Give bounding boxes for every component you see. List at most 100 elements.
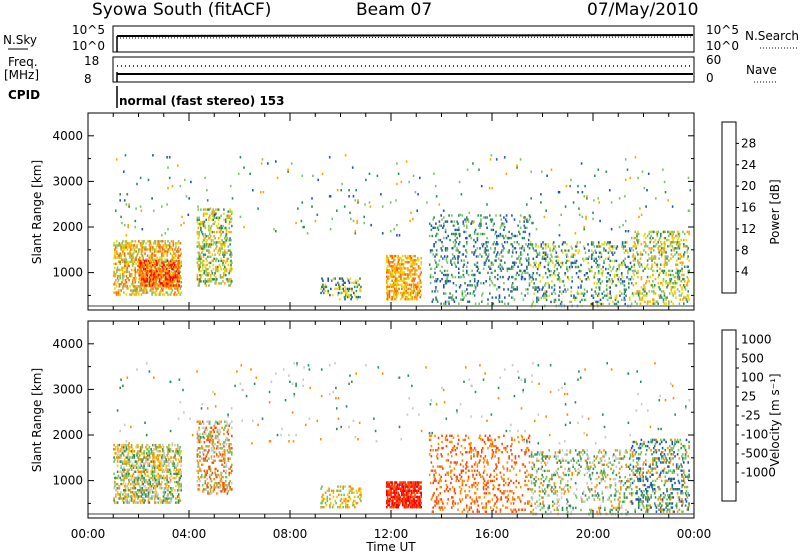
scatter-cell — [143, 452, 145, 455]
scatter-cell — [393, 289, 396, 293]
scatter-cell — [120, 491, 122, 494]
scatter-cell — [161, 246, 163, 249]
scatter-cell — [115, 452, 117, 455]
scatter-cell — [146, 261, 149, 265]
scatter-cell — [163, 261, 165, 265]
scatter-cell — [645, 280, 648, 283]
scatter-cell — [503, 225, 506, 229]
scatter-cell — [137, 460, 139, 463]
freq-panel: Freq. [MHz] 18 8 60 0 Nave — [4, 53, 777, 86]
scatter-cell — [618, 225, 621, 229]
scatter-cell — [115, 256, 117, 259]
scatter-cell — [400, 298, 402, 301]
scatter-cell — [669, 280, 672, 283]
scatter-cell — [159, 248, 161, 251]
scatter-cell — [393, 285, 395, 289]
scatter-cell — [462, 222, 465, 225]
scatter-cell — [122, 248, 124, 251]
scatter-cell — [153, 480, 156, 484]
scatter-cell — [207, 245, 209, 248]
scatter-cell — [435, 232, 438, 236]
scatter-cell — [586, 195, 588, 198]
scatter-cell — [503, 282, 505, 285]
scatter-cell — [216, 436, 219, 440]
scatter-cell — [580, 284, 582, 287]
scatter-cell — [467, 220, 470, 223]
scatter-cell — [417, 267, 420, 270]
scatter-cell — [121, 266, 123, 270]
scatter-cell — [157, 287, 159, 290]
scatter-cell — [444, 230, 447, 234]
scatter-cell — [429, 275, 432, 279]
scatter-cell — [675, 282, 677, 285]
scatter-cell — [204, 488, 207, 491]
scatter-cell — [199, 432, 201, 436]
scatter-cell — [130, 252, 133, 255]
scatter-cell — [528, 273, 531, 277]
scatter-cell — [138, 272, 141, 275]
scatter-cell — [138, 499, 141, 502]
scatter-cell — [597, 243, 600, 246]
scatter-cell — [347, 279, 350, 282]
scatter-cell — [160, 291, 162, 294]
scatter-cell — [687, 296, 689, 299]
scatter-cell — [122, 270, 124, 274]
scatter-cell — [156, 269, 158, 273]
scatter-cell — [126, 266, 129, 270]
scatter-cell — [445, 257, 448, 260]
scatter-cell — [458, 271, 460, 275]
scatter-cell — [480, 220, 482, 223]
scatter-cell — [130, 252, 132, 255]
scatter-cell — [677, 243, 680, 246]
scatter-cell — [163, 462, 166, 465]
scatter-cell — [463, 224, 465, 227]
scatter-cell — [176, 250, 178, 253]
scatter-cell — [152, 248, 154, 251]
scatter-cell — [579, 241, 581, 244]
scatter-cell — [228, 284, 230, 287]
scatter-cell — [387, 256, 390, 260]
scatter-cell — [658, 294, 660, 297]
scatter-cell — [160, 446, 162, 449]
scatter-cell — [123, 470, 125, 473]
scatter-cell — [157, 460, 159, 463]
scatter-cell — [584, 298, 587, 302]
scatter-cell — [666, 263, 668, 266]
scatter-cell — [152, 476, 154, 480]
scatter-cell — [173, 464, 175, 467]
scatter-cell — [571, 280, 573, 283]
scatter-cell — [123, 283, 125, 286]
scatter-cell — [171, 443, 174, 447]
scatter-cell — [120, 283, 122, 286]
scatter-cell — [161, 284, 164, 287]
scatter-cell — [138, 454, 141, 457]
scatter-cell — [430, 224, 433, 227]
scatter-cell — [145, 456, 148, 459]
scatter-cell — [174, 254, 176, 257]
scatter-cell — [165, 278, 167, 281]
scatter-cell — [499, 263, 502, 266]
scatter-cell — [149, 280, 151, 283]
scatter-cell — [138, 281, 140, 284]
scatter-cell — [210, 492, 213, 495]
scatter-cell — [503, 222, 505, 225]
scatter-cell — [466, 218, 468, 221]
scatter-cell — [401, 267, 403, 270]
scatter-cell — [668, 282, 671, 285]
scatter-cell — [627, 272, 629, 275]
scatter-cell — [203, 459, 206, 462]
scatter-cell — [519, 257, 522, 260]
scatter-cell — [683, 253, 685, 256]
scatter-cell — [663, 265, 666, 268]
scatter-cell — [144, 274, 146, 278]
scatter-cell — [138, 240, 140, 243]
scatter-cell — [150, 472, 152, 476]
scatter-cell — [132, 291, 135, 294]
scatter-cell — [546, 276, 549, 279]
scatter-cell — [119, 493, 121, 496]
scatter-cell — [508, 249, 510, 252]
scatter-cell — [446, 255, 449, 258]
scatter-cell — [174, 252, 176, 255]
scatter-cell — [133, 478, 136, 482]
scatter-cell — [456, 220, 458, 223]
